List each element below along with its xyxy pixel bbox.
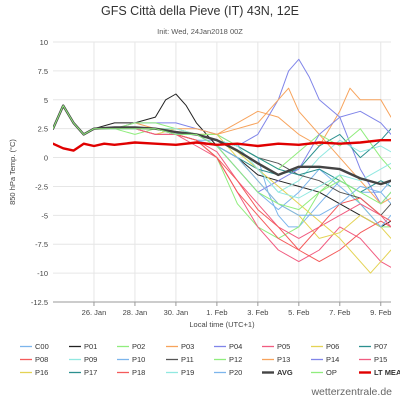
legend-item[interactable]: P10 [117,355,145,364]
y-tick-label: 0 [44,154,48,163]
legend-item[interactable]: P15 [359,355,387,364]
legend-item[interactable]: OP [311,368,337,377]
legend-item[interactable]: P02 [117,342,145,351]
legend-item[interactable]: P17 [69,368,97,377]
legend-item[interactable]: P04 [214,342,242,351]
legend-label: P15 [374,355,387,364]
y-axis-ticks: 10 7.5 5 2.5 0 -2.5 -5 -7.5 -10 -12.5 [31,38,48,307]
legend-item[interactable]: P05 [262,342,290,351]
series-line-lt-mean-1981-2010 [53,138,391,152]
y-tick-label: -7.5 [35,240,48,249]
x-tick-label: 28. Jan [123,308,148,317]
series-lines [53,58,391,274]
legend-item[interactable]: P20 [214,368,242,377]
legend-label: P07 [374,342,387,351]
legend-label: P20 [229,368,242,377]
legend-label: P03 [181,342,194,351]
x-tick-label: 26. Jan [82,308,107,317]
x-tick-label: 3. Feb [247,308,268,317]
x-axis-ticks: 26. Jan 28. Jan 30. Jan 1. Feb 3. Feb 5. Feb 7… [82,302,391,317]
legend-item[interactable]: P06 [311,342,339,351]
y-tick-label: -2.5 [35,182,48,191]
y-tick-label: 10 [40,38,48,47]
legend-label: P17 [84,368,97,377]
legend-item[interactable]: P08 [20,355,48,364]
legend-label: P12 [229,355,242,364]
x-tick-label: 1. Feb [206,308,227,317]
y-tick-label: -5 [41,211,48,220]
legend-item[interactable]: P11 [166,355,194,364]
legend-label: P19 [181,368,194,377]
legend-label: P09 [84,355,97,364]
legend-label: P18 [132,368,145,377]
legend-label: AVG [277,368,293,377]
legend-label: C00 [35,342,49,351]
x-tick-label: 30. Jan [164,308,189,317]
legend: C00 P01 P02 P03 P04 P05 P06 P07 P08 P09 P10 P11 P12 P… [20,342,400,377]
legend-item[interactable]: C00 [20,342,49,351]
legend-item[interactable]: P12 [214,355,242,364]
series-line-p16 [53,105,391,274]
x-tick-label: 7. Feb [329,308,350,317]
legend-label: P14 [326,355,339,364]
y-tick-label: -10 [37,269,48,278]
series-line-p20 [53,105,391,216]
legend-label: P04 [229,342,242,351]
legend-label: OP [326,368,337,377]
legend-label: P06 [326,342,339,351]
legend-item[interactable]: LT MEAN 1981–2010 [359,368,400,377]
legend-item[interactable]: P14 [311,355,339,364]
source-credit: wetterzentrale.de [310,386,392,398]
legend-item[interactable]: P03 [166,342,194,351]
legend-item[interactable]: P01 [69,342,97,351]
legend-label: P10 [132,355,145,364]
series-line-p01 [53,93,391,228]
legend-label: P11 [181,355,194,364]
legend-item[interactable]: P07 [359,342,387,351]
legend-label: P08 [35,355,48,364]
y-tick-label: 5 [44,96,48,105]
legend-item[interactable]: P13 [262,355,290,364]
y-tick-label: 2.5 [38,125,48,134]
legend-item[interactable]: P09 [69,355,97,364]
y-tick-label: 7.5 [38,67,48,76]
x-tick-label: 9. Feb [370,308,391,317]
y-axis-label: 850 hPa Temp. (°C) [8,139,17,205]
chart-subtitle: Init: Wed, 24Jan2018 00Z [157,27,243,36]
legend-label: P16 [35,368,48,377]
legend-item[interactable]: P18 [117,368,145,377]
legend-item[interactable]: P16 [20,368,48,377]
y-tick-label: -12.5 [31,298,48,307]
series-line-op [53,105,391,211]
legend-item[interactable]: P19 [166,368,194,377]
legend-label: P05 [277,342,290,351]
series-line-p11 [53,105,391,216]
grid [53,41,391,303]
legend-item[interactable]: AVG [262,368,293,377]
chart-title: GFS Città della Pieve (IT) 43N, 12E [101,4,299,18]
legend-label: P13 [277,355,290,364]
legend-label: P01 [84,342,97,351]
legend-label: LT MEAN 1981–2010 [374,368,400,377]
x-axis-label: Local time (UTC+1) [189,320,255,329]
x-tick-label: 5. Feb [288,308,309,317]
legend-label: P02 [132,342,145,351]
